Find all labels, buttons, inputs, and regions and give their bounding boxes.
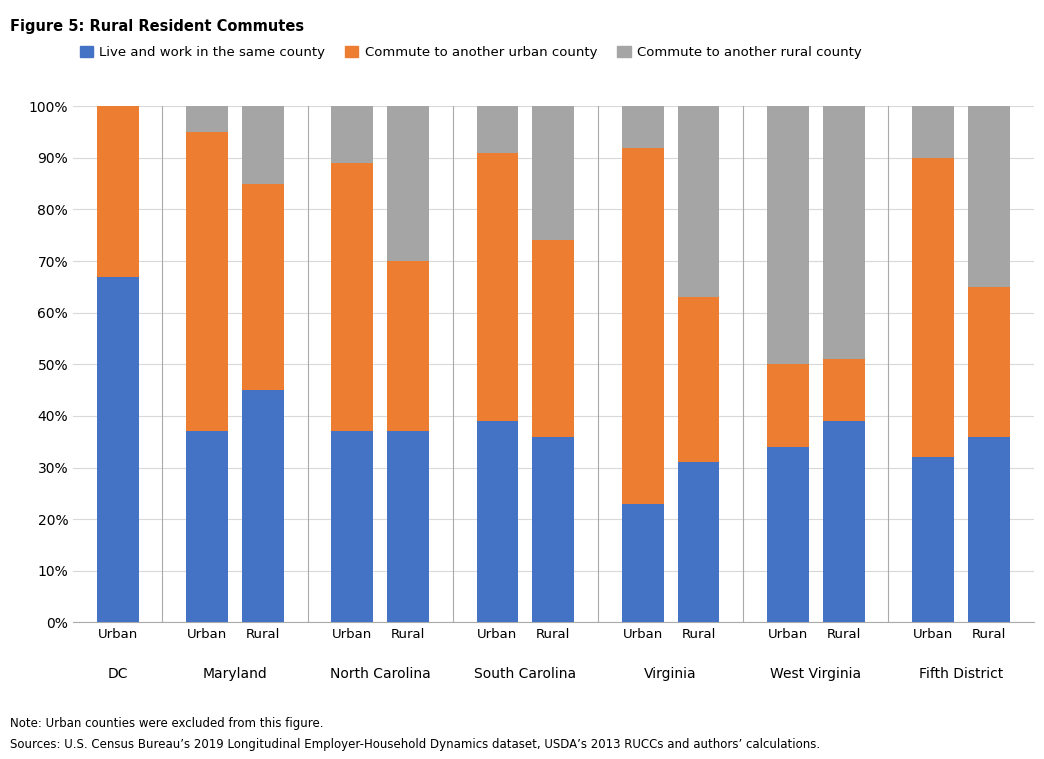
Bar: [186, 106, 228, 132]
Bar: [242, 106, 284, 184]
Bar: [97, 276, 139, 622]
Text: Fifth District: Fifth District: [919, 667, 1003, 681]
Bar: [968, 287, 1010, 436]
Bar: [242, 184, 284, 390]
Bar: [622, 106, 664, 147]
Bar: [823, 359, 864, 421]
Text: DC: DC: [108, 667, 128, 681]
Text: South Carolina: South Carolina: [474, 667, 576, 681]
Text: Figure 5: Rural Resident Commutes: Figure 5: Rural Resident Commutes: [10, 19, 305, 34]
Text: Note: Urban counties were excluded from this figure.: Note: Urban counties were excluded from …: [10, 717, 324, 730]
Bar: [532, 106, 574, 241]
Bar: [823, 421, 864, 622]
Bar: [968, 106, 1010, 287]
Bar: [387, 261, 429, 431]
Bar: [823, 106, 864, 359]
Bar: [678, 298, 719, 462]
Bar: [767, 364, 809, 447]
Bar: [387, 106, 429, 261]
Bar: [532, 436, 574, 622]
Bar: [767, 106, 809, 364]
Bar: [331, 431, 373, 622]
Bar: [532, 241, 574, 436]
Bar: [767, 447, 809, 622]
Bar: [242, 390, 284, 622]
Text: West Virginia: West Virginia: [770, 667, 861, 681]
Text: Virginia: Virginia: [644, 667, 697, 681]
Bar: [387, 431, 429, 622]
Bar: [968, 436, 1010, 622]
Bar: [331, 163, 373, 431]
Text: Maryland: Maryland: [203, 667, 267, 681]
Bar: [476, 106, 519, 153]
Text: Sources: U.S. Census Bureau’s 2019 Longitudinal Employer-Household Dynamics data: Sources: U.S. Census Bureau’s 2019 Longi…: [10, 738, 821, 751]
Bar: [97, 106, 139, 276]
Legend: Live and work in the same county, Commute to another urban county, Commute to an: Live and work in the same county, Commut…: [79, 46, 862, 58]
Bar: [678, 462, 719, 622]
Bar: [476, 421, 519, 622]
Bar: [331, 106, 373, 163]
Bar: [912, 106, 954, 158]
Bar: [622, 147, 664, 504]
Bar: [186, 132, 228, 431]
Bar: [186, 431, 228, 622]
Bar: [912, 158, 954, 457]
Bar: [678, 106, 719, 298]
Bar: [476, 153, 519, 421]
Bar: [912, 457, 954, 622]
Bar: [622, 504, 664, 622]
Text: North Carolina: North Carolina: [330, 667, 430, 681]
